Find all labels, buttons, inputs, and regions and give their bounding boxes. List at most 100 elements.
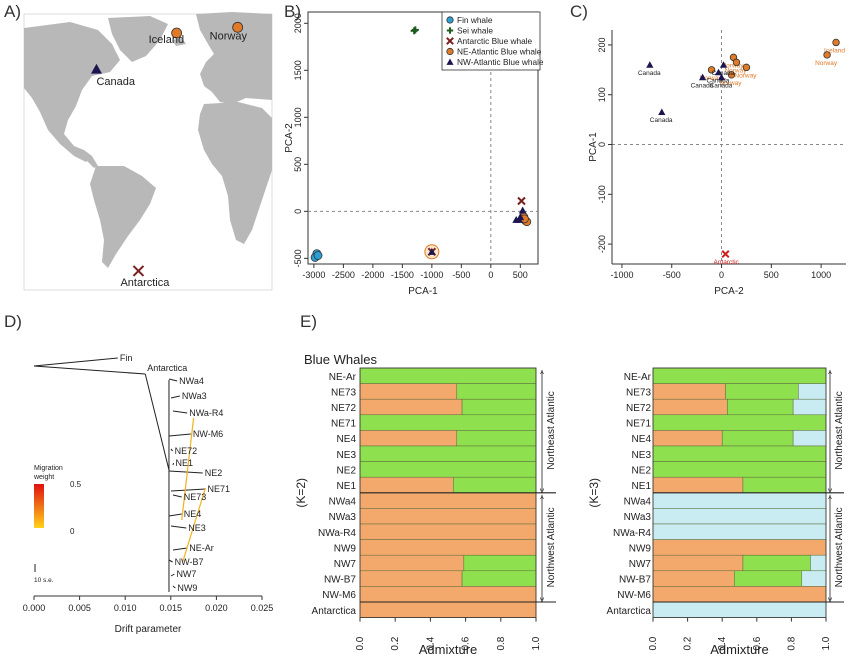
row-label: NW-M6 <box>617 590 651 601</box>
row-label: NE72 <box>331 403 356 414</box>
row-label: NE-Ar <box>329 372 357 383</box>
x-axis-label: PCA-2 <box>714 286 744 297</box>
bracket-arrow: ^ <box>540 370 544 379</box>
row-label: NWa3 <box>624 512 652 523</box>
row-label: NW7 <box>334 559 357 570</box>
point-label: Canada <box>691 82 714 89</box>
admixture-bar <box>652 554 744 572</box>
admixture-bar <box>652 430 723 447</box>
x-tick-label: 0 <box>719 270 724 280</box>
row-label: NE1 <box>632 481 652 492</box>
data-point <box>517 196 526 206</box>
bracket-arrow: v <box>540 486 544 495</box>
data-point <box>698 73 707 81</box>
row-label: NE4 <box>632 434 652 445</box>
data-point <box>518 206 527 214</box>
data-point <box>515 215 523 223</box>
leaf-label: NE-Ar <box>189 543 214 553</box>
location-label: Iceland <box>149 34 184 46</box>
row-label: NE4 <box>337 434 357 445</box>
land-central-america <box>84 150 98 168</box>
admixture-bar <box>359 445 537 462</box>
row-label: NE3 <box>632 450 652 461</box>
row-label: NWa4 <box>329 497 357 508</box>
admixture-bar <box>742 476 827 494</box>
data-point <box>313 251 323 260</box>
row-label: NW-B7 <box>619 575 651 586</box>
admixture-bar <box>359 601 537 618</box>
legend-title: weight <box>33 474 54 481</box>
leaf-label: NE72 <box>175 446 198 456</box>
admixture-bar <box>461 398 537 416</box>
point-label: Antarctic <box>714 259 740 266</box>
x-tick-label: 0.000 <box>23 603 46 613</box>
admixture-bar <box>652 398 728 416</box>
x-tick-label: 1.0 <box>531 636 542 650</box>
x-tick-label: 0 <box>488 270 493 280</box>
plot-frame <box>307 11 539 265</box>
admixture-bar <box>798 383 827 400</box>
x-tick-label: 0.4 <box>425 636 436 650</box>
branch-leaf <box>172 494 182 498</box>
legend-marker <box>446 47 454 56</box>
admixture-bar <box>721 430 794 447</box>
admixture-bar <box>652 414 827 431</box>
legend-label: Sei whale <box>457 26 493 36</box>
k-label: (K=3) <box>587 478 601 508</box>
y-tick-label: -200 <box>597 235 607 253</box>
leaf-label: NWa-R4 <box>189 408 223 418</box>
branch-leaf <box>170 448 174 452</box>
data-point <box>727 71 736 79</box>
legend-label: NE-Atlantic Blue whale <box>457 47 542 57</box>
panel-label-c: C) <box>570 2 588 21</box>
location-marker <box>132 265 145 277</box>
data-point <box>732 58 741 67</box>
panel-label-e: E) <box>300 312 317 331</box>
point-label: Norway <box>734 72 757 79</box>
bracket-arrow: ^ <box>828 370 832 379</box>
legend-label: Antarctic Blue whale <box>457 36 533 46</box>
y-tick-label: 0 <box>597 142 607 147</box>
branch-fin <box>33 357 118 367</box>
x-tick-label: 0.6 <box>461 636 472 650</box>
admixture-bar <box>359 508 537 525</box>
bracket-arrow: v <box>540 595 544 604</box>
y-axis-label: PCA-1 <box>588 132 599 162</box>
legend-label: Fin whale <box>457 15 493 25</box>
point-label: Norway <box>815 60 838 67</box>
land-iceland <box>172 38 186 46</box>
admixture-bar <box>359 383 458 400</box>
legend-marker <box>446 37 454 45</box>
data-point <box>658 108 666 116</box>
branch-leaf <box>168 433 191 437</box>
admixture-bar <box>461 570 537 587</box>
admixture-bar <box>725 383 799 400</box>
branch-leaf <box>172 547 188 551</box>
admixture-bar <box>359 367 537 384</box>
migration-edge <box>181 417 195 521</box>
row-label: NWa-R4 <box>318 528 356 539</box>
branch-leaf <box>172 462 175 466</box>
y-axis-label: PCA-2 <box>284 123 295 153</box>
data-point <box>823 51 831 59</box>
row-label: NE72 <box>626 403 651 414</box>
row-label: NE73 <box>626 387 651 398</box>
leaf-label: NWa3 <box>182 391 207 401</box>
admixture-bar <box>359 414 537 431</box>
bracket-arrow: ^ <box>828 495 832 504</box>
group-label: Northwest Atlantic <box>546 507 557 587</box>
admixture-bar <box>652 492 827 509</box>
row-label: NW9 <box>629 543 652 554</box>
land-south-america <box>90 166 156 268</box>
branch-leaf <box>168 513 182 517</box>
x-tick-label: -500 <box>452 270 470 280</box>
admixture-bar <box>792 430 827 447</box>
branch-inner <box>144 373 170 471</box>
row-label: NE-Ar <box>624 372 652 383</box>
x-tick-label: 0.6 <box>752 636 763 650</box>
group-label: Northwest Atlantic <box>834 507 845 587</box>
admixture-bar <box>463 554 537 572</box>
location-marker <box>232 21 244 33</box>
